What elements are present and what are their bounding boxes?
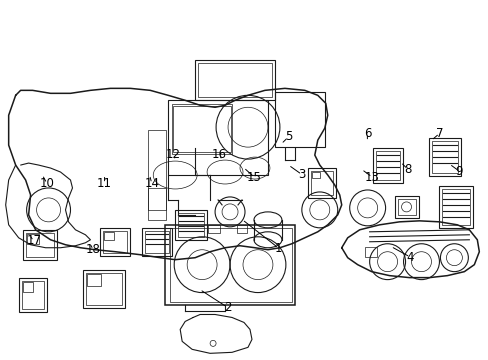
Text: 5: 5 [284, 130, 291, 144]
Bar [172, 104, 232, 154]
Text: 14: 14 [144, 177, 159, 190]
Bar [25, 233, 53, 257]
Bar [175, 210, 207, 240]
Bar [170, 228, 291, 302]
Text: 7: 7 [435, 127, 443, 140]
Bar [237, 225, 246, 233]
Bar [26, 234, 39, 244]
Bar [428, 138, 461, 176]
Bar [168, 100, 267, 175]
Bar [148, 188, 166, 210]
Bar [198, 63, 271, 97]
Bar [104, 232, 114, 240]
Bar [364, 247, 376, 257]
Text: 17: 17 [26, 234, 41, 247]
Text: 1: 1 [274, 242, 282, 255]
Bar [87, 274, 101, 285]
Text: 6: 6 [363, 127, 370, 140]
Text: 12: 12 [165, 148, 180, 161]
Bar [19, 278, 46, 312]
Bar [178, 213, 203, 237]
Bar [145, 231, 169, 253]
Bar [431, 141, 457, 173]
Bar [311, 172, 319, 178]
Bar [394, 196, 418, 218]
Bar [142, 228, 172, 256]
Text: 8: 8 [404, 163, 411, 176]
Bar [375, 151, 399, 180]
Text: 11: 11 [97, 177, 112, 190]
Text: 4: 4 [406, 251, 413, 264]
Bar [208, 225, 220, 233]
Bar [86, 273, 122, 305]
Bar [372, 148, 402, 183]
Bar [22, 230, 57, 260]
Bar [83, 270, 125, 307]
Bar [21, 280, 43, 310]
Bar [165, 225, 294, 305]
Bar [100, 228, 130, 256]
Bar [148, 130, 166, 220]
Bar [439, 186, 472, 228]
Bar [310, 171, 332, 195]
Bar [307, 168, 335, 198]
Bar [22, 282, 33, 292]
Bar [274, 92, 324, 147]
Text: 16: 16 [211, 148, 226, 161]
Bar [173, 106, 230, 152]
Text: 13: 13 [364, 171, 379, 184]
Text: 15: 15 [246, 171, 261, 184]
Text: 9: 9 [454, 165, 462, 177]
Text: 18: 18 [86, 243, 101, 256]
Text: 10: 10 [40, 177, 54, 190]
Text: 3: 3 [298, 168, 305, 181]
Bar [442, 189, 469, 225]
Bar [103, 231, 127, 253]
Text: 2: 2 [223, 301, 231, 314]
Bar [397, 199, 415, 215]
Bar [195, 60, 274, 100]
